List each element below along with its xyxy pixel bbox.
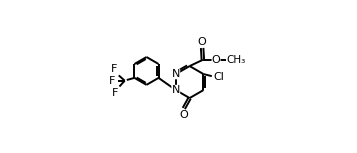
Text: N: N: [172, 85, 180, 95]
Text: O: O: [198, 37, 206, 47]
Text: O: O: [180, 110, 188, 120]
Text: N: N: [172, 69, 180, 79]
Text: O: O: [212, 55, 220, 65]
Text: F: F: [109, 76, 116, 86]
Text: F: F: [111, 88, 118, 98]
Text: F: F: [111, 64, 117, 74]
Text: Cl: Cl: [213, 72, 224, 82]
Text: CH₃: CH₃: [226, 55, 246, 65]
